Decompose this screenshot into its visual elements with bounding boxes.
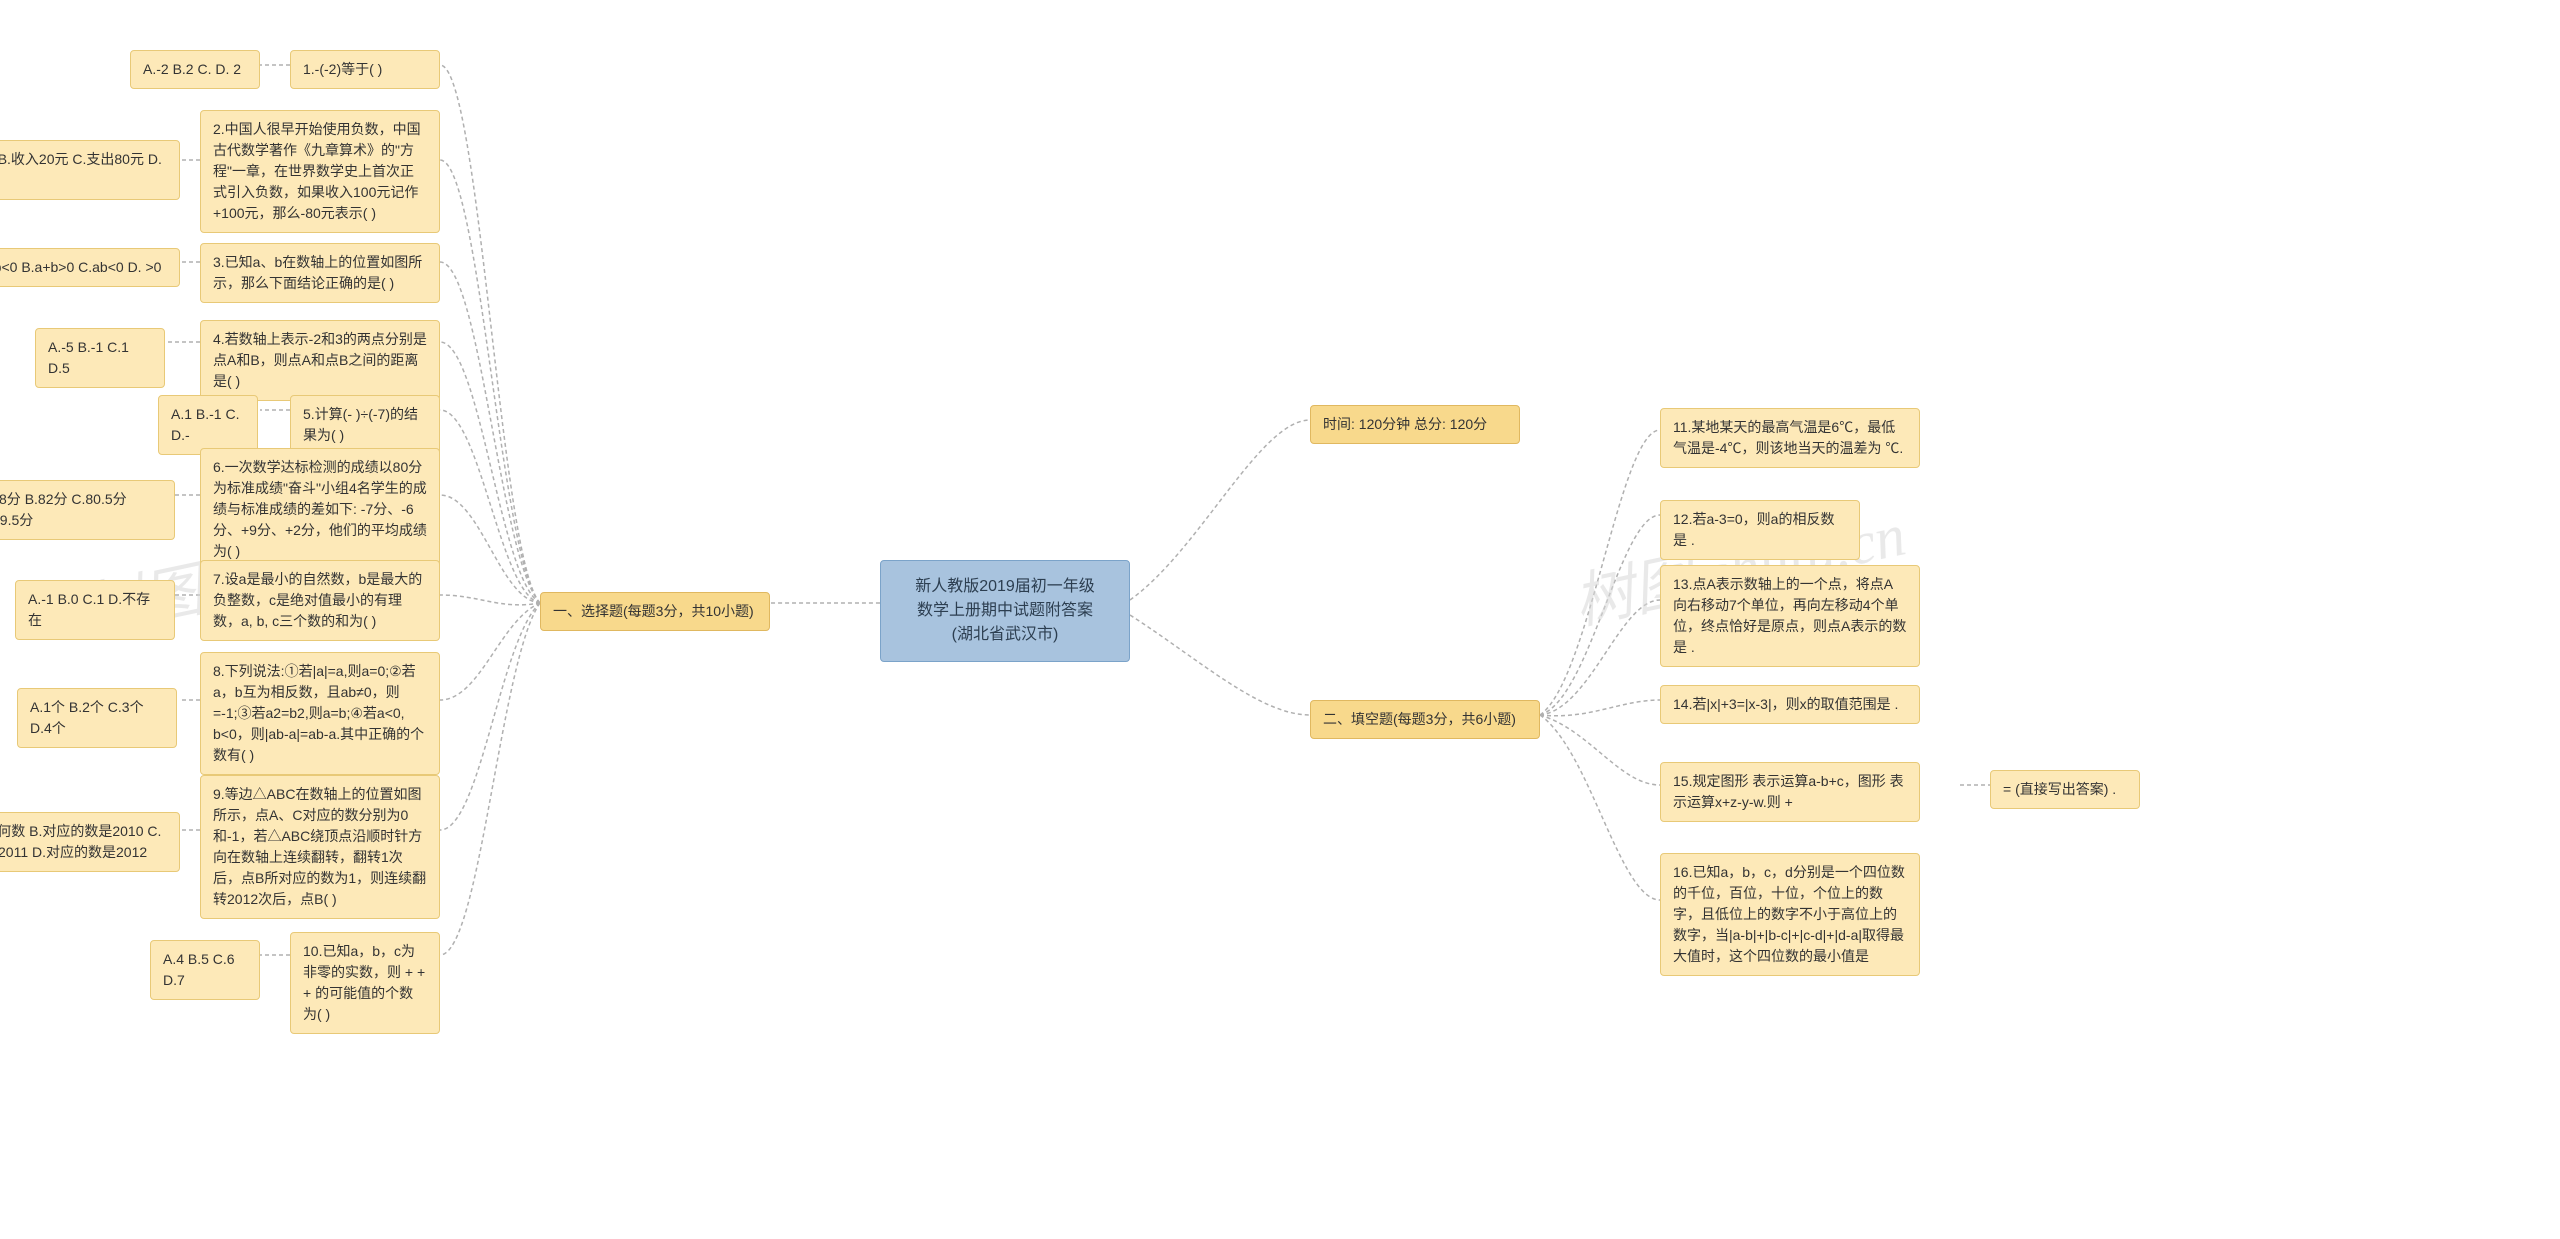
q7-ans: A.-1 B.0 C.1 D.不存在 bbox=[15, 580, 175, 640]
f12: 12.若a-3=0，则a的相反数是 . bbox=[1660, 500, 1860, 560]
q10-ans: A.4 B.5 C.6 D.7 bbox=[150, 940, 260, 1000]
f14: 14.若|x|+3=|x-3|，则x的取值范围是 . bbox=[1660, 685, 1920, 724]
root-line-3: (湖北省武汉市) bbox=[899, 623, 1111, 647]
f13: 13.点A表示数轴上的一个点，将点A向右移动7个单位，再向左移动4个单位，终点恰… bbox=[1660, 565, 1920, 667]
q2-text: 2.中国人很早开始使用负数，中国古代数学著作《九章算术》的"方程"一章，在世界数… bbox=[200, 110, 440, 233]
exam-info: 时间: 120分钟 总分: 120分 bbox=[1310, 405, 1520, 444]
q4-text: 4.若数轴上表示-2和3的两点分别是点A和B，则点A和点B之间的距离是( ) bbox=[200, 320, 440, 401]
q6-ans: A.78分 B.82分 C.80.5分 D.79.5分 bbox=[0, 480, 175, 540]
q10-text: 10.已知a，b，c为非零的实数，则 + + + 的可能值的个数为( ) bbox=[290, 932, 440, 1034]
root-line-2: 数学上册期中试题附答案 bbox=[899, 599, 1111, 623]
q1-ans: A.-2 B.2 C. D. 2 bbox=[130, 50, 260, 89]
q1-text: 1.-(-2)等于( ) bbox=[290, 50, 440, 89]
q8-ans: A.1个 B.2个 C.3个 D.4个 bbox=[17, 688, 177, 748]
q4-ans: A.-5 B.-1 C.1 D.5 bbox=[35, 328, 165, 388]
f11: 11.某地某天的最高气温是6℃，最低气温是-4℃，则该地当天的温差为 ℃. bbox=[1660, 408, 1920, 468]
q8-text: 8.下列说法:①若|a|=a,则a=0;②若a，b互为相反数，且ab≠0，则 =… bbox=[200, 652, 440, 775]
q5-text: 5.计算(- )÷(-7)的结果为( ) bbox=[290, 395, 440, 455]
q3-ans: A.a-b<0 B.a+b>0 C.ab<0 D. >0 bbox=[0, 248, 180, 287]
root-node: 新人教版2019届初一年级 数学上册期中试题附答案 (湖北省武汉市) bbox=[880, 560, 1130, 662]
q6-text: 6.一次数学达标检测的成绩以80分为标准成绩"奋斗"小组4名学生的成绩与标准成绩… bbox=[200, 448, 440, 571]
q9-text: 9.等边△ABC在数轴上的位置如图所示，点A、C对应的数分别为0和-1，若△AB… bbox=[200, 775, 440, 919]
f16: 16.已知a，b，c，d分别是一个四位数的千位，百位，十位，个位上的数字，且低位… bbox=[1660, 853, 1920, 976]
q3-text: 3.已知a、b在数轴上的位置如图所示，那么下面结论正确的是( ) bbox=[200, 243, 440, 303]
q2-ans: A.支出20元 B.收入20元 C.支出80元 D.收入80元 bbox=[0, 140, 180, 200]
q9-ans: A.不对应任何数 B.对应的数是2010 C.对应的数是2011 D.对应的数是… bbox=[0, 812, 180, 872]
q5-ans: A.1 B.-1 C. D.- bbox=[158, 395, 258, 455]
section-choice: 一、选择题(每题3分，共10小题) bbox=[540, 592, 770, 631]
section-fill: 二、填空题(每题3分，共6小题) bbox=[1310, 700, 1540, 739]
root-line-1: 新人教版2019届初一年级 bbox=[899, 575, 1111, 599]
q7-text: 7.设a是最小的自然数，b是最大的负整数，c是绝对值最小的有理数，a, b, c… bbox=[200, 560, 440, 641]
f15-text: 15.规定图形 表示运算a-b+c，图形 表示运算x+z-y-w.则 + bbox=[1660, 762, 1920, 822]
f15-ans: = (直接写出答案) . bbox=[1990, 770, 2140, 809]
